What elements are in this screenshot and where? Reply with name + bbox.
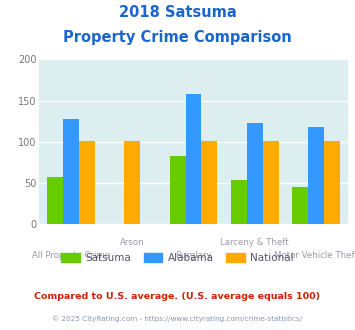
Bar xyxy=(263,141,279,224)
Bar xyxy=(324,141,340,224)
Text: 2018 Satsuma: 2018 Satsuma xyxy=(119,5,236,20)
Text: All Property Crime: All Property Crime xyxy=(32,251,110,260)
Bar xyxy=(201,141,217,224)
Bar xyxy=(308,127,324,224)
Text: Property Crime Comparison: Property Crime Comparison xyxy=(63,30,292,45)
Text: Larceny & Theft: Larceny & Theft xyxy=(220,238,289,248)
Text: Arson: Arson xyxy=(120,238,144,248)
Text: Burglary: Burglary xyxy=(175,251,212,260)
Bar xyxy=(170,156,186,224)
Bar xyxy=(292,187,308,224)
Text: © 2025 CityRating.com - https://www.cityrating.com/crime-statistics/: © 2025 CityRating.com - https://www.city… xyxy=(53,315,302,322)
Bar xyxy=(231,180,247,224)
Bar xyxy=(186,94,201,224)
Text: Motor Vehicle Theft: Motor Vehicle Theft xyxy=(274,251,355,260)
Bar xyxy=(247,123,263,224)
Bar xyxy=(124,141,140,224)
Bar xyxy=(79,141,95,224)
Legend: Satsuma, Alabama, National: Satsuma, Alabama, National xyxy=(57,248,298,267)
Bar xyxy=(47,177,63,224)
Bar xyxy=(63,119,79,224)
Text: Compared to U.S. average. (U.S. average equals 100): Compared to U.S. average. (U.S. average … xyxy=(34,292,321,301)
